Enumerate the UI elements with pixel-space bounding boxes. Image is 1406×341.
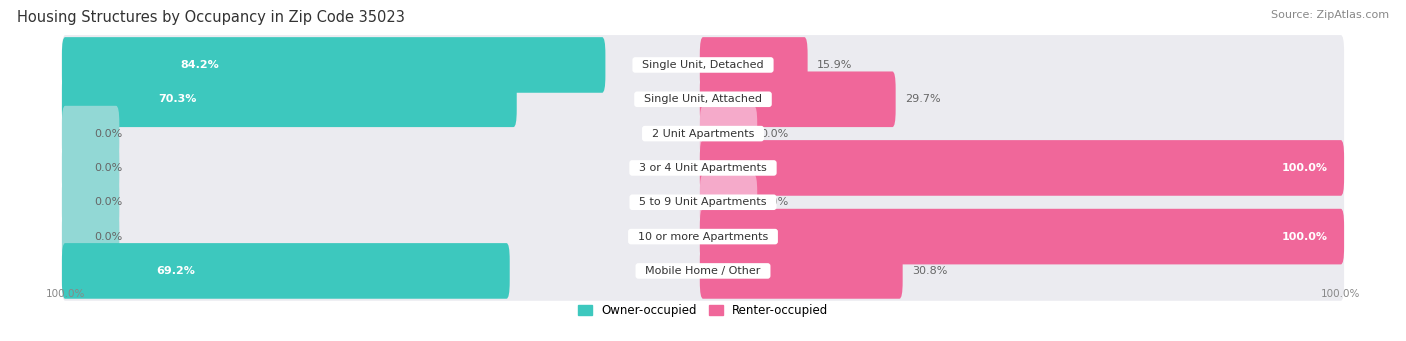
Text: Housing Structures by Occupancy in Zip Code 35023: Housing Structures by Occupancy in Zip C… [17, 10, 405, 25]
FancyBboxPatch shape [62, 241, 1344, 301]
FancyBboxPatch shape [62, 106, 120, 161]
Text: 100.0%: 100.0% [45, 289, 84, 299]
FancyBboxPatch shape [700, 140, 1344, 196]
FancyBboxPatch shape [62, 35, 1344, 95]
FancyBboxPatch shape [700, 37, 807, 93]
Text: 0.0%: 0.0% [94, 129, 122, 138]
FancyBboxPatch shape [62, 72, 517, 127]
FancyBboxPatch shape [62, 104, 1344, 163]
Text: 100.0%: 100.0% [1282, 163, 1329, 173]
FancyBboxPatch shape [700, 72, 896, 127]
Text: 0.0%: 0.0% [761, 129, 789, 138]
Text: 3 or 4 Unit Apartments: 3 or 4 Unit Apartments [633, 163, 773, 173]
Text: 15.9%: 15.9% [817, 60, 852, 70]
Text: 2 Unit Apartments: 2 Unit Apartments [645, 129, 761, 138]
Legend: Owner-occupied, Renter-occupied: Owner-occupied, Renter-occupied [572, 299, 834, 322]
FancyBboxPatch shape [62, 37, 606, 93]
Text: Source: ZipAtlas.com: Source: ZipAtlas.com [1271, 10, 1389, 20]
FancyBboxPatch shape [62, 173, 1344, 232]
Text: 100.0%: 100.0% [1282, 232, 1329, 241]
FancyBboxPatch shape [700, 106, 758, 161]
Text: 10 or more Apartments: 10 or more Apartments [631, 232, 775, 241]
Text: Single Unit, Attached: Single Unit, Attached [637, 94, 769, 104]
Text: 0.0%: 0.0% [94, 197, 122, 207]
FancyBboxPatch shape [62, 138, 1344, 198]
Text: 0.0%: 0.0% [761, 197, 789, 207]
FancyBboxPatch shape [700, 209, 1344, 264]
FancyBboxPatch shape [62, 140, 120, 196]
Text: 5 to 9 Unit Apartments: 5 to 9 Unit Apartments [633, 197, 773, 207]
FancyBboxPatch shape [700, 243, 903, 299]
Text: Mobile Home / Other: Mobile Home / Other [638, 266, 768, 276]
Text: 29.7%: 29.7% [905, 94, 941, 104]
Text: 0.0%: 0.0% [94, 163, 122, 173]
FancyBboxPatch shape [700, 175, 758, 230]
FancyBboxPatch shape [62, 209, 120, 264]
Text: 84.2%: 84.2% [180, 60, 219, 70]
FancyBboxPatch shape [62, 175, 120, 230]
Text: 70.3%: 70.3% [157, 94, 197, 104]
Text: 0.0%: 0.0% [94, 232, 122, 241]
Text: Single Unit, Detached: Single Unit, Detached [636, 60, 770, 70]
FancyBboxPatch shape [62, 243, 510, 299]
FancyBboxPatch shape [62, 207, 1344, 266]
Text: 69.2%: 69.2% [156, 266, 195, 276]
FancyBboxPatch shape [62, 70, 1344, 129]
Text: 100.0%: 100.0% [1322, 289, 1361, 299]
Text: 30.8%: 30.8% [912, 266, 948, 276]
